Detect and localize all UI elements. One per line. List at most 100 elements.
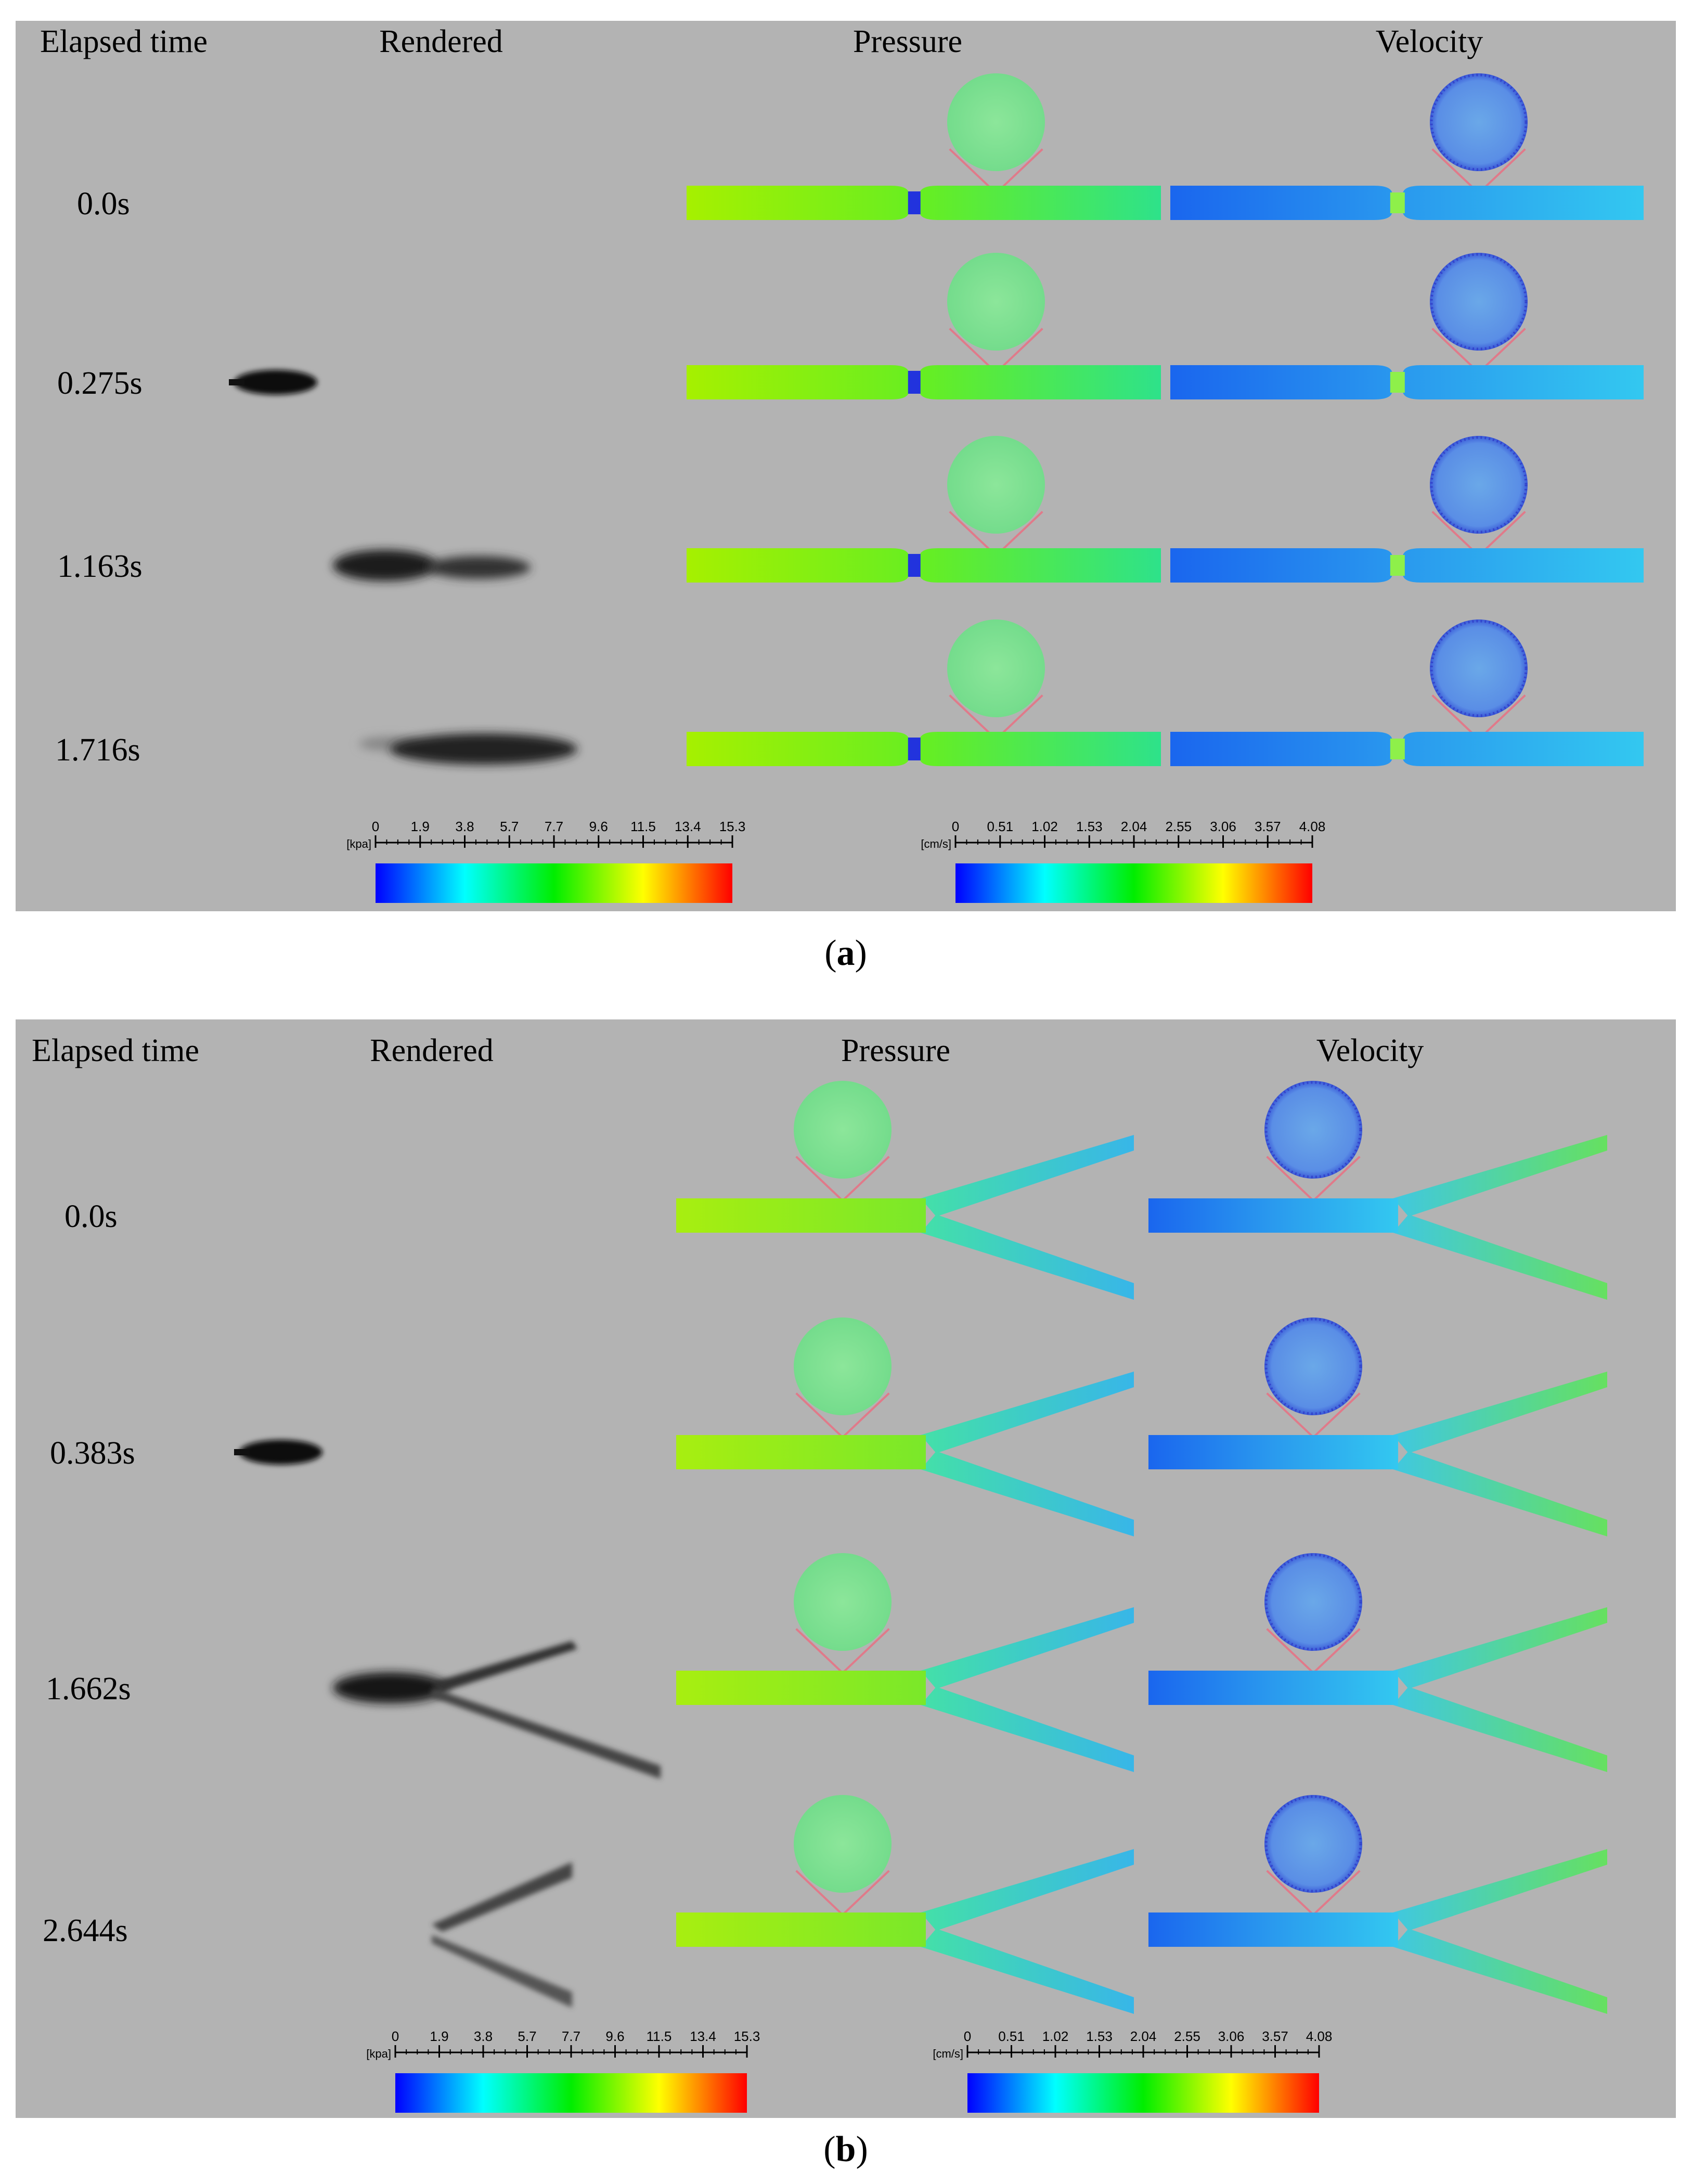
velocity-vessel-branch-lower <box>1393 1687 1607 1772</box>
velocity-colorbar-tick-label: 4.08 <box>1306 2028 1333 2044</box>
pressure-vessel-branch-upper <box>921 1849 1134 1931</box>
velocity-vessel-branch-upper <box>1393 1849 1607 1931</box>
pressure-vessel <box>676 1135 1134 1300</box>
rendered-jet <box>234 1440 322 1465</box>
pressure-colorbar-tick-label: 1.9 <box>430 2028 448 2044</box>
velocity-vessel-stenosis <box>1390 739 1405 759</box>
panel-b-label: (b) <box>823 2129 868 2169</box>
velocity-colorbar-tick-label: 0 <box>952 819 959 834</box>
pressure-colorbar-gradient <box>395 2073 747 2113</box>
header-velocity: Velocity <box>1316 1033 1424 1068</box>
velocity-vessel-trunk <box>1148 1198 1398 1233</box>
time-label: 1.662s <box>46 1671 131 1707</box>
pressure-vessel-body <box>687 186 1161 220</box>
pressure-colorbar-tick-label: 13.4 <box>690 2028 716 2044</box>
pressure-colorbar-gradient <box>376 863 732 903</box>
velocity-colorbar: [cm/s]0 0.51 1.02 1.53 2.04 2.55 3.06 3.57 4.08 <box>933 2028 1332 2113</box>
pressure-vessel-body <box>687 365 1161 399</box>
pressure-vessel <box>687 365 1161 399</box>
pressure-colorbar-tick-label: 15.3 <box>734 2028 760 2044</box>
pressure-colorbar-tick-label: 0 <box>392 2028 399 2044</box>
velocity-colorbar-tick-label: 1.02 <box>1042 2028 1069 2044</box>
pressure-vessel-stenosis <box>908 191 921 214</box>
velocity-vessel <box>1170 365 1644 399</box>
pressure-colorbar-tick-label: 11.5 <box>647 2028 672 2044</box>
velocity-colorbar-tick-label: 0 <box>964 2028 971 2044</box>
header-rendered: Rendered <box>379 24 503 59</box>
velocity-vessel-stenosis <box>1390 372 1405 393</box>
pressure-vessel <box>676 1607 1134 1772</box>
pressure-vessel-body <box>687 548 1161 583</box>
pressure-colorbar-unit: [kpa] <box>346 837 371 850</box>
time-label: 2.644s <box>43 1913 128 1948</box>
pressure-vessel <box>687 186 1161 220</box>
velocity-vessel <box>1148 1372 1607 1536</box>
velocity-colorbar-tick-label: 2.04 <box>1130 2028 1157 2044</box>
rendered-jet <box>333 550 531 581</box>
pressure-vessel-branch-lower <box>921 1451 1134 1536</box>
pressure-vessel-stenosis <box>908 738 921 760</box>
velocity-colorbar-tick-label: 1.53 <box>1086 2028 1113 2044</box>
velocity-colorbar-tick-label: 1.02 <box>1031 819 1058 834</box>
velocity-colorbar-tick-label: 3.57 <box>1255 819 1281 834</box>
velocity-colorbar-tick-label: 3.57 <box>1262 2028 1288 2044</box>
velocity-colorbar: [cm/s]0 0.51 1.02 1.53 2.04 2.55 3.06 3.57 4.08 <box>921 819 1325 903</box>
velocity-vessel-stenosis <box>1390 555 1405 576</box>
rendered-jet <box>229 370 317 395</box>
pressure-colorbar-tick-label: 3.8 <box>455 819 474 834</box>
velocity-colorbar-tick-label: 0.51 <box>998 2028 1025 2044</box>
velocity-colorbar-tick-label: 0.51 <box>987 819 1013 834</box>
pressure-colorbar: [kpa]0 1.9 3.8 5.7 7.7 9.6 11.5 13.4 15.3 <box>366 2028 760 2113</box>
time-label: 1.163s <box>57 549 143 584</box>
pressure-vessel-stenosis <box>908 371 921 394</box>
velocity-colorbar-tick-label: 2.04 <box>1121 819 1147 834</box>
time-label: 0.0s <box>64 1199 118 1234</box>
pressure-colorbar-tick-label: 7.7 <box>562 2028 580 2044</box>
velocity-vessel-branch-lower <box>1393 1451 1607 1536</box>
pressure-colorbar-tick-label: 3.8 <box>474 2028 493 2044</box>
velocity-colorbar-unit: [cm/s] <box>921 837 951 850</box>
velocity-colorbar-gradient <box>955 863 1312 903</box>
velocity-vessel-branch-lower <box>1393 1214 1607 1300</box>
velocity-vessel-trunk <box>1148 1435 1398 1469</box>
time-label: 1.716s <box>55 732 140 768</box>
velocity-colorbar-tick-label: 2.55 <box>1165 819 1192 834</box>
pressure-colorbar-tick-label: 1.9 <box>411 819 430 834</box>
header-pressure: Pressure <box>841 1033 950 1068</box>
pressure-colorbar-tick-label: 5.7 <box>518 2028 536 2044</box>
velocity-colorbar-unit: [cm/s] <box>933 2047 963 2060</box>
velocity-colorbar-gradient <box>967 2073 1319 2113</box>
pressure-colorbar-tick-label: 9.6 <box>589 819 608 834</box>
pressure-vessel <box>676 1372 1134 1536</box>
header-elapsed-time: Elapsed time <box>32 1033 199 1068</box>
velocity-vessel-body <box>1170 186 1644 220</box>
rendered-jet <box>432 1862 572 2008</box>
time-label: 0.383s <box>50 1436 135 1471</box>
pressure-colorbar: [kpa]0 1.9 3.8 5.7 7.7 9.6 11.5 13.4 15.3 <box>346 819 745 903</box>
velocity-vessel-body <box>1170 548 1644 583</box>
pressure-vessel-trunk <box>676 1198 926 1233</box>
velocity-vessel-trunk <box>1148 1671 1398 1705</box>
panel-b: Elapsed time Rendered Pressure Velocity 0.0s… <box>16 1019 1676 2169</box>
pressure-vessel-body <box>687 732 1161 766</box>
pressure-vessel-branch-upper <box>921 1135 1134 1217</box>
velocity-vessel-branch-lower <box>1393 1929 1607 2014</box>
panel-a-label: (a) <box>824 933 867 973</box>
rendered-jet <box>333 1641 661 1779</box>
pressure-vessel-branch-lower <box>921 1687 1134 1772</box>
pressure-vessel-branch-lower <box>921 1214 1134 1300</box>
pressure-vessel <box>687 732 1161 766</box>
velocity-vessel <box>1148 1135 1607 1300</box>
velocity-vessel <box>1170 186 1644 220</box>
time-label: 0.0s <box>77 186 130 222</box>
pressure-vessel-branch-lower <box>921 1929 1134 2014</box>
velocity-vessel-branch-upper <box>1393 1372 1607 1453</box>
pressure-colorbar-tick-label: 11.5 <box>630 819 656 834</box>
pressure-colorbar-tick-label: 5.7 <box>500 819 519 834</box>
pressure-vessel-trunk <box>676 1435 926 1469</box>
velocity-vessel-branch-upper <box>1393 1135 1607 1217</box>
pressure-vessel <box>687 548 1161 583</box>
pressure-vessel-trunk <box>676 1912 926 1947</box>
pressure-colorbar-tick-label: 7.7 <box>545 819 563 834</box>
velocity-vessel-body <box>1170 365 1644 399</box>
